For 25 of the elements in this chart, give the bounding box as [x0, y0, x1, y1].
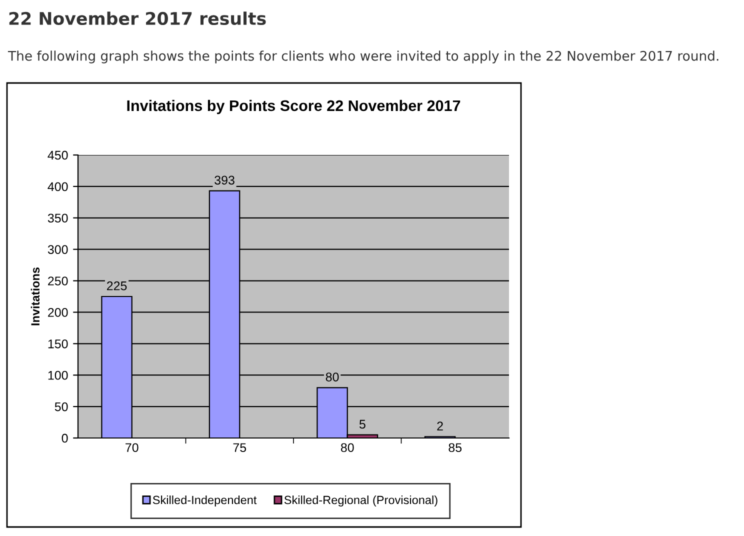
y-axis-title: Invitations: [30, 267, 40, 326]
y-tick-label: 450: [48, 150, 68, 160]
x-tick-label: 85: [448, 443, 462, 452]
x-tick-label: 75: [233, 443, 246, 452]
text: 22 November 2017 results: [9, 12, 266, 26]
data-label: 393: [214, 176, 234, 185]
y-tick-label: 150: [48, 339, 68, 348]
y-tick-label: 350: [48, 214, 68, 223]
y-tick-label: 0: [62, 434, 68, 443]
data-label: 225: [106, 281, 127, 290]
y-tick-label: 300: [48, 245, 68, 254]
x-tick-label: 80: [340, 443, 354, 452]
data-label: 5: [359, 420, 366, 429]
chart-title: Invitations by Points Score 22 November 2017: [127, 100, 460, 114]
y-tick-label: 50: [54, 402, 68, 412]
data-label: 80: [326, 372, 339, 382]
data-label: 2: [437, 422, 443, 430]
y-tick-label: 400: [48, 182, 68, 192]
legend-label: Skilled-Independent: [152, 495, 257, 507]
y-tick-label: 100: [48, 370, 68, 380]
y-tick-label: 200: [48, 308, 68, 317]
legend-label: Skilled-Regional (Provisional): [284, 495, 438, 507]
x-tick-label: 70: [126, 443, 138, 452]
y-tick-label: 250: [48, 276, 68, 286]
text: The following graph shows the points for clients who were invited to apply in the 22 November 2017 round.: [8, 50, 718, 64]
